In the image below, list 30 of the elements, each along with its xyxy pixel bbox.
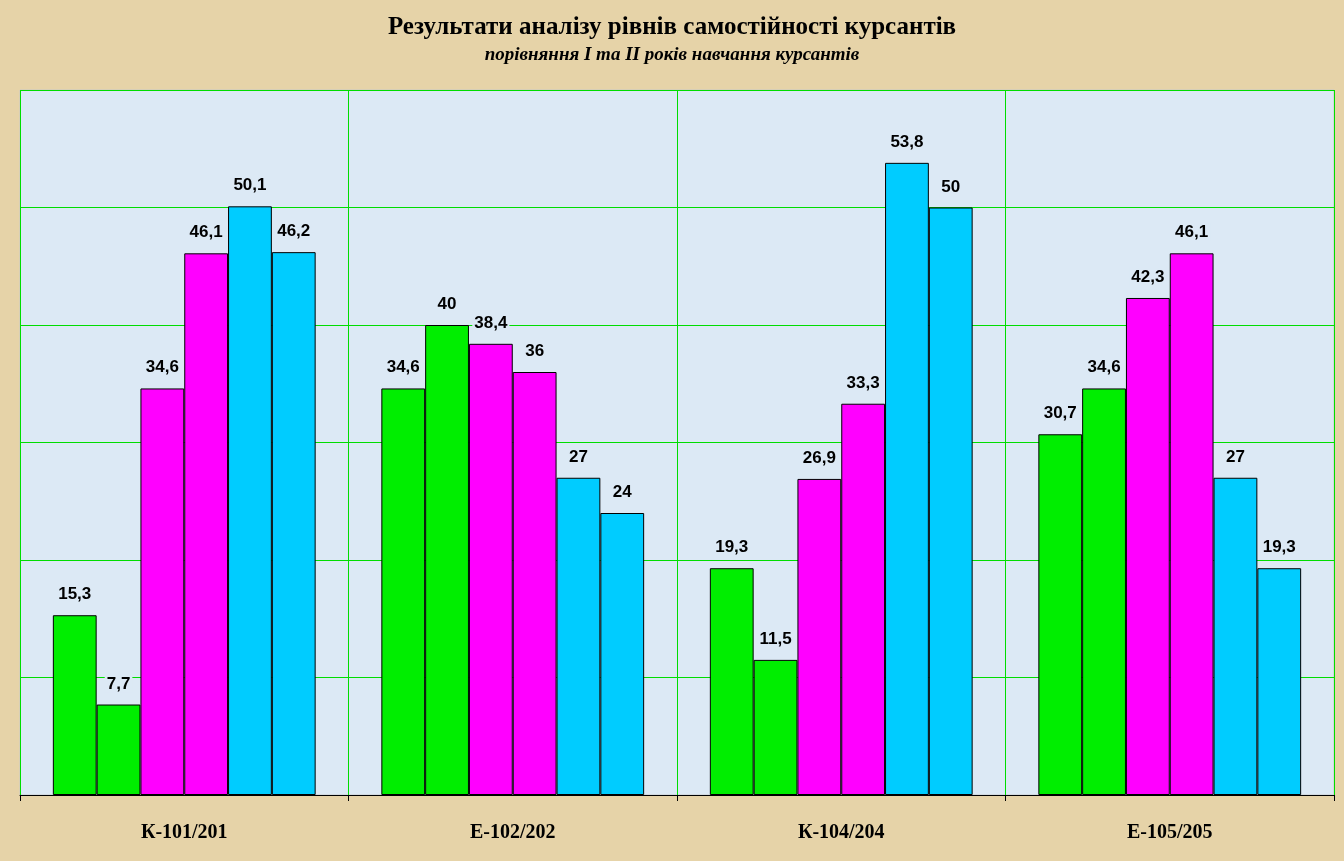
data-label: 40 [437,294,457,313]
data-label: 15,3 [58,584,92,604]
chart-subtitle: порівняння І та ІІ років навчання курсантів [484,43,860,64]
chart-title: Результати аналізу рівнів самостійності курсантів [387,12,957,39]
x-tick-label: К-101/201 [140,820,228,842]
data-label: 34,6 [145,357,179,377]
x-tick-label: Е-105/205 [1126,820,1213,842]
data-label: 36 [525,341,545,360]
data-label: 19,3 [715,537,749,557]
data-label: 42,3 [1131,266,1165,286]
data-label: 50,1 [233,175,267,195]
data-label: 46,1 [1175,222,1209,242]
data-label: 46,1 [189,222,223,242]
data-label: 26,9 [802,447,836,467]
x-tick-label: К-104/204 [797,820,885,842]
data-label: 24 [612,482,633,501]
data-label: 50 [941,176,961,196]
data-label: 11,5 [759,628,792,648]
data-label: 27 [568,446,588,466]
data-label: 38,4 [474,312,508,332]
x-tick-label: Е-102/202 [469,820,556,842]
data-label: 7,7 [106,673,131,693]
data-label: 34,6 [1087,357,1121,377]
data-label: 53,8 [890,131,924,151]
data-label: 46,2 [277,221,311,241]
data-label: 27 [1225,446,1245,466]
data-label: 19,3 [1262,537,1296,557]
data-label: 33,3 [846,372,880,392]
data-label: 30,7 [1043,403,1077,423]
data-label: 34,6 [386,357,420,377]
